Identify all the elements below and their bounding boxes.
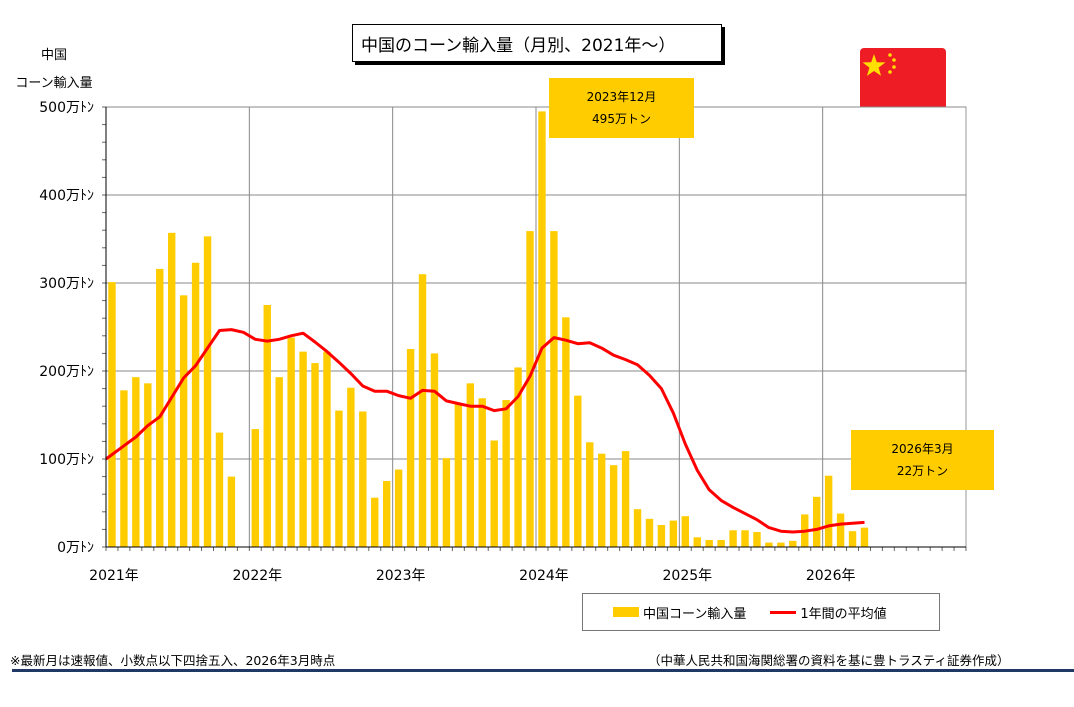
bar <box>371 497 379 547</box>
bar <box>597 453 606 547</box>
y-axis-title-line1: 中国 <box>40 48 67 63</box>
bar <box>454 404 463 547</box>
x-tick-label: 2021年 <box>89 568 139 584</box>
bar <box>765 542 773 547</box>
latest-callout-date: 2026年3月 <box>891 442 954 456</box>
legend-line-label: 1年間の平均値 <box>800 606 887 622</box>
bar <box>514 367 522 547</box>
flag-small-star <box>892 58 896 62</box>
bar <box>227 476 236 547</box>
bar <box>299 351 307 547</box>
latest-callout: 2026年3月 22万トン <box>851 430 994 490</box>
average-line <box>105 328 865 534</box>
bar <box>263 305 271 547</box>
y-tick-label: 500万ﾄﾝ <box>39 100 94 116</box>
bar <box>335 410 343 547</box>
bar <box>167 232 176 547</box>
bar <box>836 513 845 547</box>
bar <box>430 353 439 547</box>
footer-rule <box>12 669 1074 672</box>
bar <box>812 496 821 547</box>
flag-small-star <box>888 70 892 74</box>
bar <box>179 295 188 547</box>
bar <box>753 532 761 547</box>
legend-bar-swatch <box>613 607 639 617</box>
bar <box>191 262 200 547</box>
bar <box>669 520 678 547</box>
latest-callout-value: 22万トン <box>896 464 949 478</box>
bar <box>824 475 833 547</box>
bar <box>478 398 486 547</box>
bar <box>789 540 797 547</box>
bar <box>693 537 701 547</box>
bar <box>215 432 224 547</box>
bar <box>729 530 737 547</box>
peak-callout-value: 495万トン <box>592 112 651 126</box>
bar <box>657 525 666 547</box>
bar <box>609 465 618 547</box>
peak-callout: 2023年12月 495万トン <box>549 78 694 138</box>
flag-small-star <box>892 65 896 69</box>
bar <box>144 383 152 547</box>
bar <box>108 282 116 547</box>
footnote: ※最新月は速報値、小数点以下四捨五入、2026年3月時点 <box>10 653 336 668</box>
source-note: （中華人民共和国海関総署の資料を基に豊トラスティ証券作成） <box>648 653 1010 668</box>
bar <box>382 481 391 547</box>
bar <box>860 527 869 547</box>
bar <box>132 377 140 547</box>
bar <box>526 231 534 547</box>
bar <box>418 274 427 547</box>
chart-title: 中国のコーン輸入量（月別、2021年〜） <box>352 24 722 62</box>
legend: 中国コーン輸入量 1年間の平均値 <box>582 593 940 631</box>
bar <box>562 317 570 547</box>
y-tick-label: 300万ﾄﾝ <box>39 276 94 292</box>
bar <box>645 518 654 547</box>
bar <box>311 363 319 547</box>
legend-bar-label: 中国コーン輸入量 <box>643 606 747 622</box>
bar <box>347 387 355 547</box>
y-tick-label: 200万ﾄﾝ <box>39 364 94 380</box>
x-tick-label: 2023年 <box>376 568 426 584</box>
bar <box>490 440 498 547</box>
y-tick-label: 100万ﾄﾝ <box>39 452 94 468</box>
flag-small-star <box>888 53 892 57</box>
china-flag-icon <box>860 48 946 110</box>
y-tick-label: 0万ﾄﾝ <box>57 540 94 556</box>
legend-line-swatch <box>770 610 797 614</box>
bar <box>681 516 690 547</box>
bar <box>156 268 164 547</box>
bar <box>586 442 594 547</box>
bar <box>705 539 713 547</box>
bar <box>287 337 295 547</box>
y-tick-label: 400万ﾄﾝ <box>39 188 94 204</box>
bar <box>550 231 558 547</box>
bar <box>394 469 403 547</box>
bar <box>633 509 642 547</box>
bar <box>621 451 630 547</box>
x-tick-label: 2022年 <box>233 568 283 584</box>
bar <box>717 539 725 547</box>
bar <box>251 429 260 547</box>
bar <box>406 349 415 547</box>
bar <box>848 531 857 547</box>
x-tick-label: 2026年 <box>806 568 856 584</box>
y-axis-title-line2: コーン輸入量 <box>15 76 93 91</box>
peak-callout-date: 2023年12月 <box>586 90 657 104</box>
bar <box>741 530 749 547</box>
x-tick-label: 2025年 <box>663 568 713 584</box>
bar <box>359 411 367 547</box>
flag-big-star <box>862 54 886 76</box>
bar <box>574 395 582 547</box>
bar <box>502 400 510 547</box>
bar <box>538 111 546 548</box>
bar <box>442 458 451 547</box>
bar <box>203 236 212 548</box>
bar <box>275 377 283 547</box>
x-tick-label: 2024年 <box>519 568 569 584</box>
bar <box>120 390 128 547</box>
bar <box>777 542 785 547</box>
bar <box>466 383 475 547</box>
bar <box>323 351 331 547</box>
